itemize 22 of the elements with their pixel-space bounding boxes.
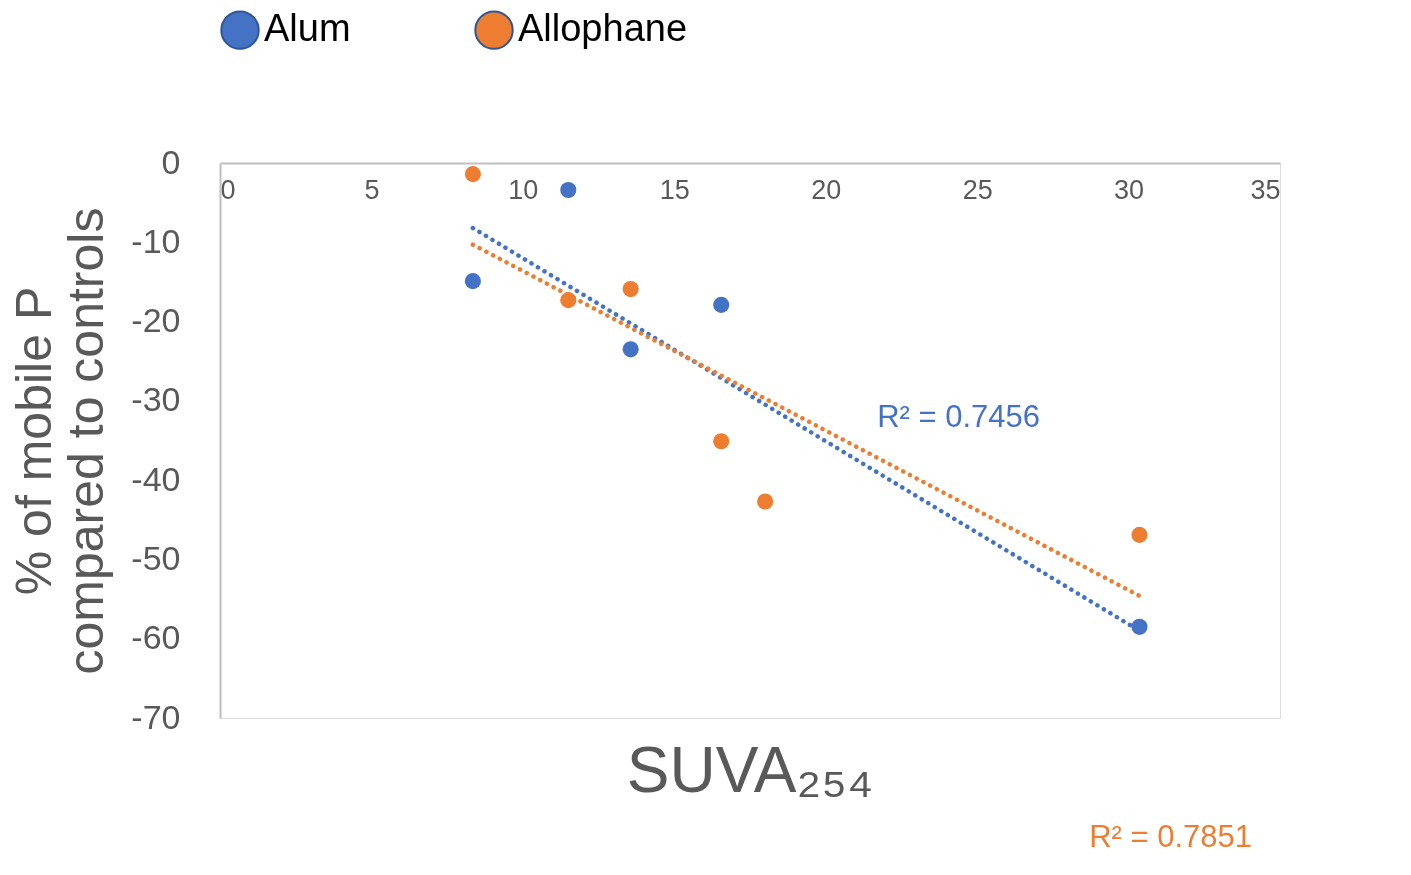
text: R² = 0.7851 bbox=[1089, 819, 1253, 854]
y-tick-label: 0 bbox=[161, 142, 181, 181]
x-tick-label: 10 bbox=[508, 174, 539, 205]
x-tick-label: 20 bbox=[811, 174, 842, 205]
legend-label: Allophane bbox=[518, 7, 688, 50]
x-tick-label: 5 bbox=[364, 174, 380, 205]
y-tick-label: -70 bbox=[131, 697, 181, 736]
x-tick-label: 25 bbox=[962, 174, 993, 205]
x-axis-title: SUVA₂₅₄ bbox=[626, 734, 874, 806]
x-tick-label: 0 bbox=[220, 174, 236, 205]
y-tick-label: -20 bbox=[131, 301, 181, 340]
y-tick-label: -30 bbox=[131, 380, 181, 419]
y-tick-label: -10 bbox=[131, 221, 181, 260]
x-tick-label: 35 bbox=[1250, 174, 1281, 205]
y-tick-label: -60 bbox=[131, 618, 181, 657]
legend-label: Alum bbox=[264, 7, 351, 50]
y-tick-label: -50 bbox=[131, 538, 181, 577]
x-tick-label: 30 bbox=[1114, 174, 1145, 205]
y-tick-label: -40 bbox=[131, 459, 181, 498]
x-tick-label: 15 bbox=[659, 174, 690, 205]
y-axis-title: % of mobile P compared to controls bbox=[6, 207, 115, 675]
annotation: R² = 0.7456 bbox=[877, 399, 1041, 435]
